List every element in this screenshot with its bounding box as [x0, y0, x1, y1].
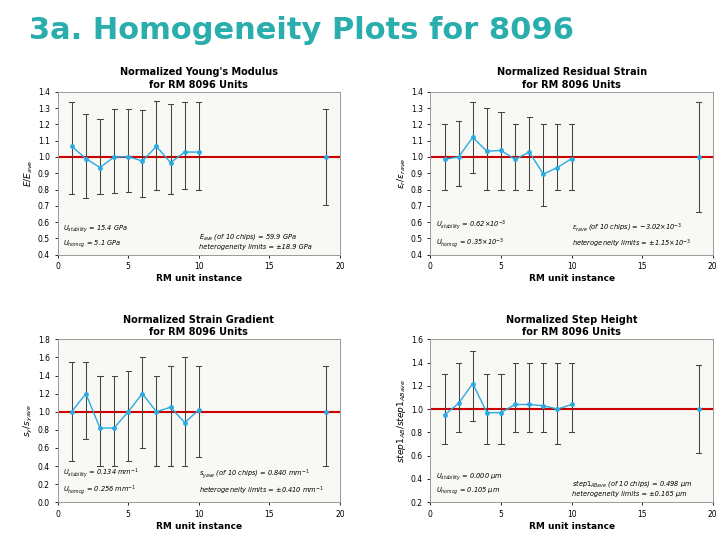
Y-axis label: $step1_{AB}/step1_{ABave}$: $step1_{AB}/step1_{ABave}$ [395, 379, 408, 463]
Y-axis label: $s_y / s_{yave}$: $s_y / s_{yave}$ [22, 404, 35, 437]
Text: $\varepsilon_{rave}$ (of 10 chips) = −3.02×10$^{-3}$
heterogeneity limits = ±1.1: $\varepsilon_{rave}$ (of 10 chips) = −3.… [572, 221, 691, 250]
Text: $s_{yave}$ (of 10 chips) = 0.840 mm$^{-1}$
heterogeneity limits = ±0.410 mm$^{-1: $s_{yave}$ (of 10 chips) = 0.840 mm$^{-1… [199, 468, 323, 497]
Y-axis label: $\varepsilon_r / \varepsilon_{rave}$: $\varepsilon_r / \varepsilon_{rave}$ [395, 158, 408, 189]
Text: $U_{stability}$ = 0.134 mm$^{-1}$
$U_{homog}$ = 0.256 mm$^{-1}$: $U_{stability}$ = 0.134 mm$^{-1}$ $U_{ho… [63, 466, 139, 497]
Text: $E_{ave}$ (of 10 chips) = 59.9 GPa
heterogeneity limits = ±18.9 GPa: $E_{ave}$ (of 10 chips) = 59.9 GPa heter… [199, 232, 312, 250]
Y-axis label: $E/E_{ave}$: $E/E_{ave}$ [22, 159, 35, 187]
Title: Normalized Residual Strain
for RM 8096 Units: Normalized Residual Strain for RM 8096 U… [497, 68, 647, 90]
Text: $U_{stability}$ = 0.62×10$^{-3}$
$U_{homog}$ = 0.35×10$^{-3}$: $U_{stability}$ = 0.62×10$^{-3}$ $U_{hom… [436, 219, 507, 250]
Title: Normalized Young's Modulus
for RM 8096 Units: Normalized Young's Modulus for RM 8096 U… [120, 68, 278, 90]
Text: $U_{stability}$ = 15.4 GPa
$U_{homog}$ = 5.1 GPa: $U_{stability}$ = 15.4 GPa $U_{homog}$ =… [63, 224, 128, 250]
X-axis label: RM unit instance: RM unit instance [156, 522, 242, 531]
Title: Normalized Strain Gradient
for RM 8096 Units: Normalized Strain Gradient for RM 8096 U… [123, 315, 274, 337]
Text: 3a. Homogeneity Plots for 8096: 3a. Homogeneity Plots for 8096 [29, 16, 574, 45]
Text: $step1_{ABave}$ (of 10 chips) = 0.498 μm
heterogeneity limits = ±0.165 μm: $step1_{ABave}$ (of 10 chips) = 0.498 μm… [572, 478, 692, 497]
X-axis label: RM unit instance: RM unit instance [528, 522, 615, 531]
X-axis label: RM unit instance: RM unit instance [528, 274, 615, 283]
Text: $U_{stability}$ = 0.000 μm
$U_{homog}$ = 0.105 μm: $U_{stability}$ = 0.000 μm $U_{homog}$ =… [436, 471, 503, 497]
X-axis label: RM unit instance: RM unit instance [156, 274, 242, 283]
Title: Normalized Step Height
for RM 8096 Units: Normalized Step Height for RM 8096 Units [506, 315, 637, 337]
